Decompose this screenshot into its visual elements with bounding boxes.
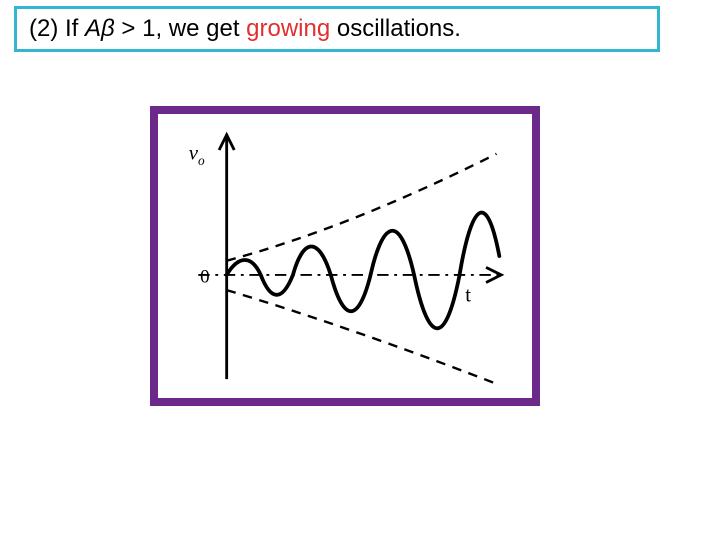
statement-suffix: oscillations. [337,15,461,42]
statement-growing-word: growing [246,15,330,42]
x-axis-label: t [465,282,471,306]
statement-variable: Aβ [85,15,115,42]
statement-box: (2) If Aβ > 1, we get growing oscillatio… [14,6,660,52]
page-root: (2) If Aβ > 1, we get growing oscillatio… [0,0,720,540]
envelope-top [227,154,497,261]
oscillation-curve [227,213,500,329]
figure-box: vo 0 t [150,106,540,406]
origin-label: 0 [200,267,209,288]
oscillation-diagram: vo 0 t [158,114,532,398]
statement-prefix: (2) If [29,15,85,42]
y-axis-label: vo [189,140,205,168]
statement-mid: > 1, we get [121,15,246,42]
